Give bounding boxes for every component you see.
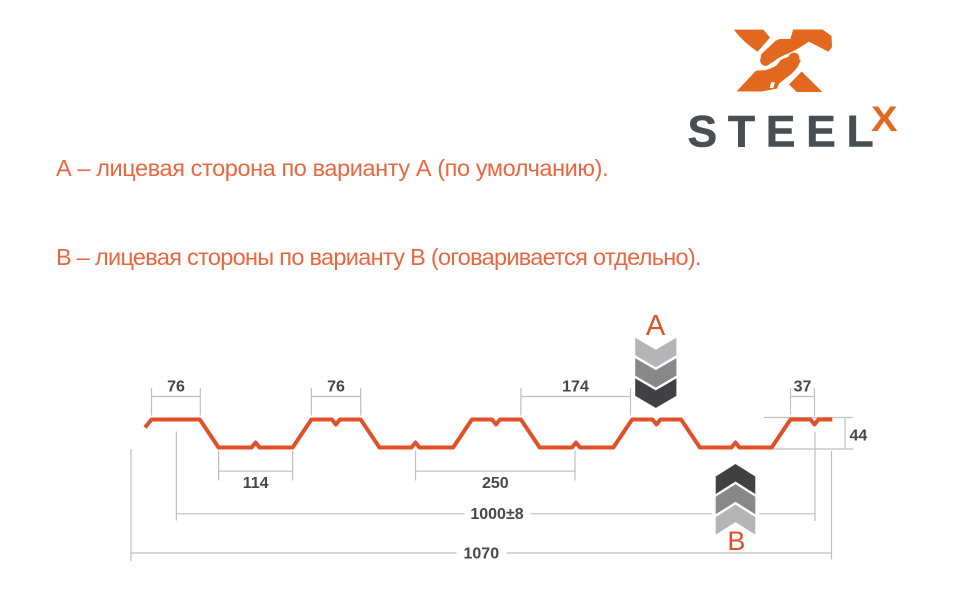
svg-text:X: X <box>871 100 898 139</box>
svg-text:STEEL: STEEL <box>688 108 885 157</box>
svg-text:250: 250 <box>482 475 509 492</box>
svg-text:A: A <box>646 310 666 342</box>
svg-text:174: 174 <box>562 379 589 396</box>
svg-text:А – лицевая сторона по вариант: А – лицевая сторона по варианту А (по ум… <box>56 155 608 181</box>
svg-text:44: 44 <box>850 428 868 445</box>
svg-text:76: 76 <box>327 379 345 396</box>
svg-text:В – лицевая стороны по вариант: В – лицевая стороны по варианту В (огова… <box>56 244 701 270</box>
svg-text:114: 114 <box>243 475 269 492</box>
svg-text:76: 76 <box>167 379 185 396</box>
svg-text:37: 37 <box>794 379 812 396</box>
svg-text:1070: 1070 <box>464 546 500 563</box>
svg-text:1000±8: 1000±8 <box>470 506 523 523</box>
svg-text:B: B <box>727 526 745 556</box>
